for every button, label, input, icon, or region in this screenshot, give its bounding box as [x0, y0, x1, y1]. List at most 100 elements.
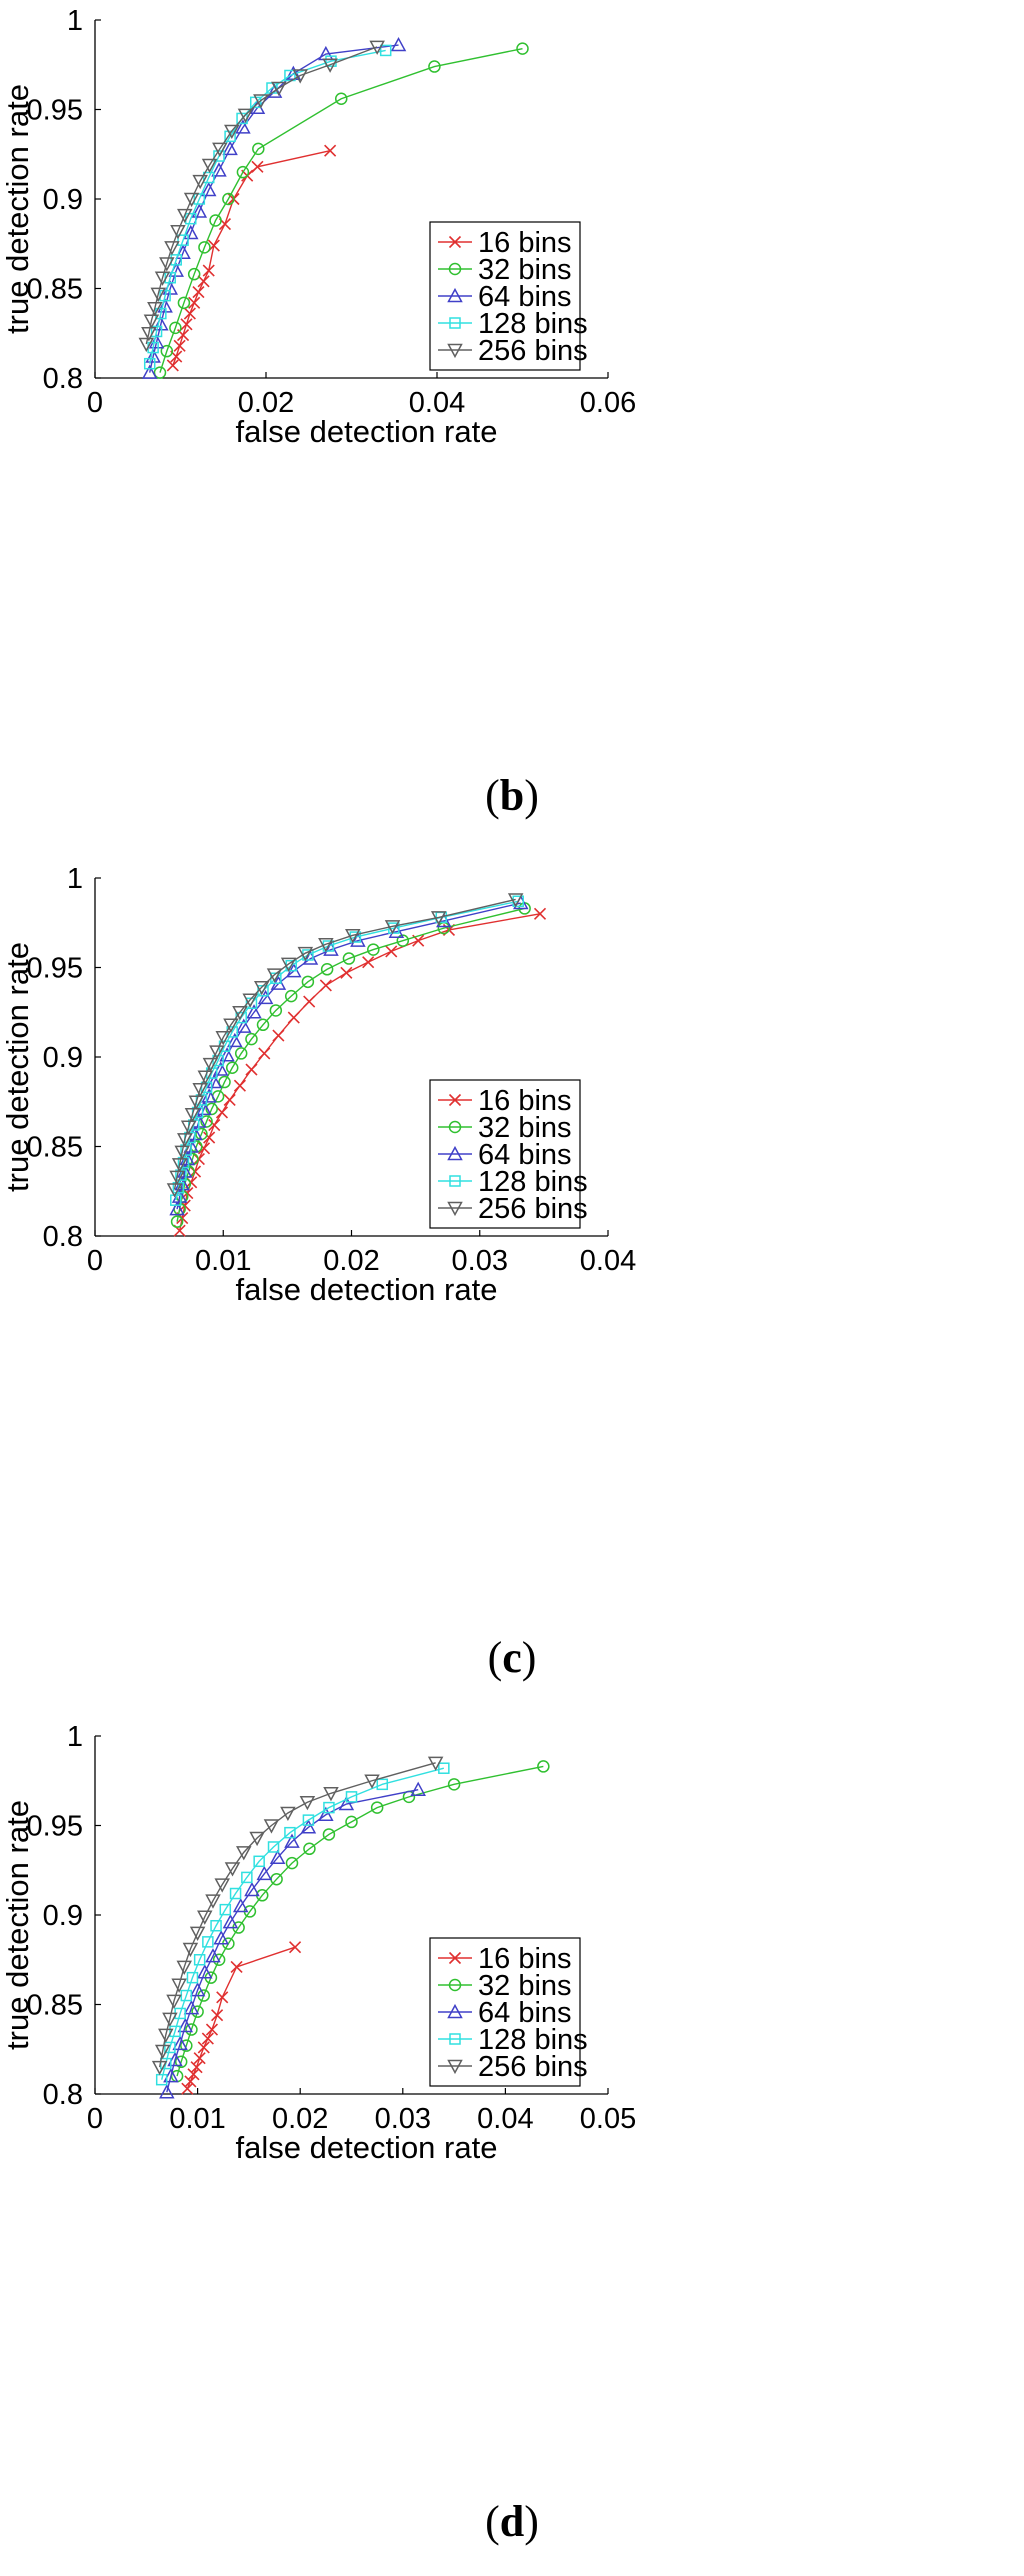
chart-b-legend-marker [448, 235, 462, 249]
chart-d-data-point [338, 1795, 355, 1811]
chart-b-data-point [322, 58, 338, 73]
chart-b-data-point [369, 40, 385, 55]
chart-b-data-point [148, 334, 165, 349]
chart-b-legend-entry: 256 bins [438, 335, 588, 367]
chart-c-data-point [233, 1079, 246, 1092]
caption-d-wrap: (d) [485, 2497, 539, 2546]
chart-c-data-point [170, 1215, 184, 1228]
chart-b-legend-label: 128 bins [478, 308, 588, 340]
chart-d-data-point [155, 2073, 168, 2086]
chart-b-data-point [235, 119, 251, 134]
chart-d-legend-label: 32 bins [478, 1970, 572, 2002]
chart-c-data-point [184, 1108, 201, 1123]
chart-d-data-point [205, 2023, 219, 2036]
chart-c-data-point [280, 957, 297, 972]
chart-c-data-point [223, 1093, 236, 1107]
chart-c-data-point [320, 963, 334, 976]
chart-c-x-tick-label: 0.04 [580, 1245, 636, 1277]
chart-b-data-point [224, 124, 240, 140]
chart-d-data-point [193, 2052, 206, 2065]
chart-b-series-line [172, 149, 331, 366]
chart-b: 0 0.02 0.04 0.06 0.8 0.85 0.9 0.95 1 false detect… [0, 5, 636, 449]
chart-b-data-point [154, 271, 171, 286]
chart-d-data-point [159, 2084, 175, 2099]
chart-c-data-point [177, 1133, 193, 1148]
chart-d-data-point [253, 1855, 265, 1868]
chart-c-data-point [342, 952, 356, 965]
caption-b: (b) [485, 771, 539, 820]
chart-c-data-point [269, 1004, 283, 1017]
chart-d-legend-entry: 64 bins [438, 1997, 572, 2029]
chart-c-legend-entry: 32 bins [438, 1112, 572, 1144]
chart-c-data-point [215, 1106, 229, 1119]
chart-d-data-point [191, 2005, 204, 2018]
chart-b-x-tick-label: 0 [87, 387, 103, 419]
chart-d-data-point [214, 1878, 230, 1893]
chart-d-legend-label: 128 bins [478, 2024, 588, 2056]
chart-c-data-point [284, 989, 298, 1003]
chart-c-data-point [340, 966, 353, 979]
chart-d-data-point [537, 1760, 550, 1773]
chart-c-data-point [384, 920, 401, 935]
chart-c-legend-entry: 128 bins [438, 1166, 588, 1198]
chart-b-data-point [183, 192, 200, 208]
chart-c-data-point [257, 989, 274, 1005]
chart-c-data-point [272, 1029, 285, 1042]
chart-c-legend-marker [448, 1093, 462, 1107]
chart-c-data-point [323, 941, 339, 956]
chart-c-data-point [297, 946, 314, 962]
chart-c-data-point [318, 937, 334, 953]
chart-b-data-point [183, 224, 199, 240]
chart-c-data-point [253, 980, 270, 996]
chart-c-data-point [219, 1047, 235, 1062]
chart-d-data-point [284, 1833, 300, 1848]
chart-b-data-point [188, 296, 201, 309]
chart-d-data-point [244, 1881, 260, 1897]
chart-b-legend-marker [448, 262, 462, 276]
chart-b-data-point [390, 36, 407, 52]
caption-d-letter: d [499, 2497, 525, 2546]
chart-d-data-point [163, 2068, 179, 2083]
chart-c-data-point [236, 1018, 252, 1033]
chart-d-legend-marker [447, 2003, 463, 2019]
chart-d-data-point [256, 1865, 273, 1881]
chart-c-data-point [232, 1006, 248, 1021]
chart-b-data-point [177, 296, 191, 310]
chart-d-data-point [219, 1903, 232, 1916]
chart-b-data-point [200, 181, 217, 197]
chart-b-data-point [187, 267, 201, 281]
chart-c-data-point [174, 1145, 190, 1160]
chart-d-data-point [154, 2044, 171, 2060]
chart-d-data-point [171, 1978, 187, 1993]
chart-b-legend-label: 256 bins [478, 335, 588, 367]
chart-b-data-point [284, 69, 296, 82]
chart-c-data-point [218, 1075, 231, 1089]
chart-d-legend-entry: 16 bins [438, 1943, 572, 1975]
chart-b-legend-label: 16 bins [478, 227, 572, 259]
chart-b-data-point [175, 244, 191, 259]
chart-c-data-point [301, 975, 315, 989]
chart-b-series-1 [153, 42, 529, 379]
chart-b-legend-marker [447, 287, 463, 303]
chart-d-data-point [345, 1815, 358, 1829]
caption-c-letter: c [502, 1633, 522, 1682]
chart-c-data-point [245, 1032, 258, 1046]
chart-c-y-axis-label: true detection rate [0, 942, 35, 1192]
chart-d-data-point [169, 2025, 181, 2038]
chart-d-data-point [447, 1778, 461, 1791]
chart-b-y-tick-label: 0.8 [43, 363, 83, 395]
chart-c-data-point [350, 932, 366, 947]
chart-d-data-point [167, 2051, 183, 2067]
chart-d-data-point [201, 2032, 214, 2045]
chart-c-data-point [396, 934, 410, 947]
chart-b-series-line [159, 47, 523, 373]
chart-d-data-point [216, 1991, 229, 2004]
chart-d-series-2 [159, 1781, 426, 2099]
chart-b-data-point [253, 94, 269, 109]
chart-b-data-point [180, 318, 193, 331]
chart-b-data-point [150, 287, 167, 302]
chart-d-data-point [197, 1964, 213, 1979]
chart-c-data-point [180, 1144, 192, 1156]
chart-c-y-tick-label: 0.95 [27, 953, 83, 985]
chart-d-data-point [284, 1826, 296, 1839]
